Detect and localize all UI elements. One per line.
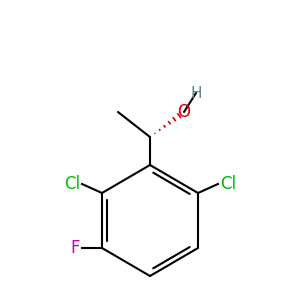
Text: F: F (70, 239, 80, 257)
Text: O: O (178, 103, 190, 121)
Text: H: H (190, 85, 202, 100)
Text: Cl: Cl (220, 175, 236, 193)
Text: Cl: Cl (64, 175, 80, 193)
